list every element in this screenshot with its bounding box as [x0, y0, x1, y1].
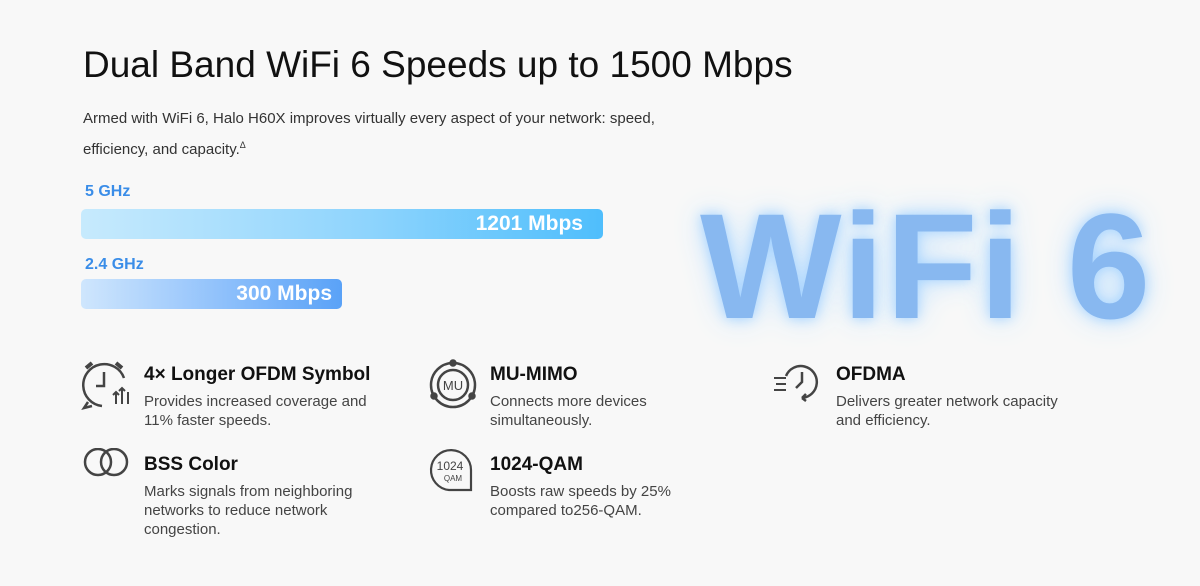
- feature-desc: Marks signals from neighboring networks …: [144, 483, 353, 538]
- feature-title: BSS Color: [144, 454, 238, 475]
- feature-desc: Boosts raw speeds by 25% compared to256-…: [490, 483, 671, 519]
- overlapping-circles-icon: [83, 448, 129, 477]
- feature-desc: Provides increased coverage and 11% fast…: [144, 393, 367, 429]
- alarm-clock-icon: [81, 361, 129, 410]
- speed-value: 300 Mbps: [236, 282, 332, 305]
- svg-text:MU: MU: [443, 378, 463, 393]
- feature-1024-qam: 1024 QAM 1024-QAM Boosts raw speeds by 25%…: [426, 449, 730, 520]
- feature-title: 4× Longer OFDM Symbol: [144, 364, 371, 385]
- feature-title: 1024-QAM: [490, 454, 583, 475]
- intro-text: Armed with WiFi 6, Halo H60X improves vi…: [83, 106, 723, 163]
- mu-mimo-icon: MU: [429, 359, 477, 409]
- feature-title: MU-MIMO: [490, 364, 578, 385]
- feature-ofdma: OFDMA Delivers greater network capacity a…: [772, 364, 1076, 430]
- feature-ofdm: 4× Longer OFDM Symbol Provides increased …: [80, 361, 384, 430]
- intro-body: Armed with WiFi 6, Halo H60X improves vi…: [83, 110, 655, 158]
- svg-text:QAM: QAM: [444, 474, 463, 483]
- speed-value: 1201 Mbps: [475, 212, 583, 235]
- band-label-24ghz: 2.4 GHz: [85, 256, 144, 273]
- footnote-mark: Δ: [239, 140, 246, 150]
- band-label-5ghz: 5 GHz: [85, 183, 131, 200]
- speed-bar-24ghz: 300 Mbps: [81, 279, 342, 309]
- feature-mu-mimo: MU MU-MIMO Connects more devices simultan…: [426, 359, 730, 430]
- svg-text:1024: 1024: [437, 459, 464, 473]
- feature-bss-color: BSS Color Marks signals from neighboring …: [80, 448, 384, 539]
- feature-title: OFDMA: [836, 364, 906, 385]
- page-title: Dual Band WiFi 6 Speeds up to 1500 Mbps: [83, 44, 793, 85]
- feature-desc: Connects more devices simultaneously.: [490, 393, 647, 429]
- wifi6-logo: WiFi 6: [700, 182, 1153, 350]
- feature-desc: Delivers greater network capacity and ef…: [836, 393, 1058, 429]
- ofdma-clock-icon: [774, 364, 819, 402]
- speed-bar-5ghz: 1201 Mbps: [81, 209, 603, 239]
